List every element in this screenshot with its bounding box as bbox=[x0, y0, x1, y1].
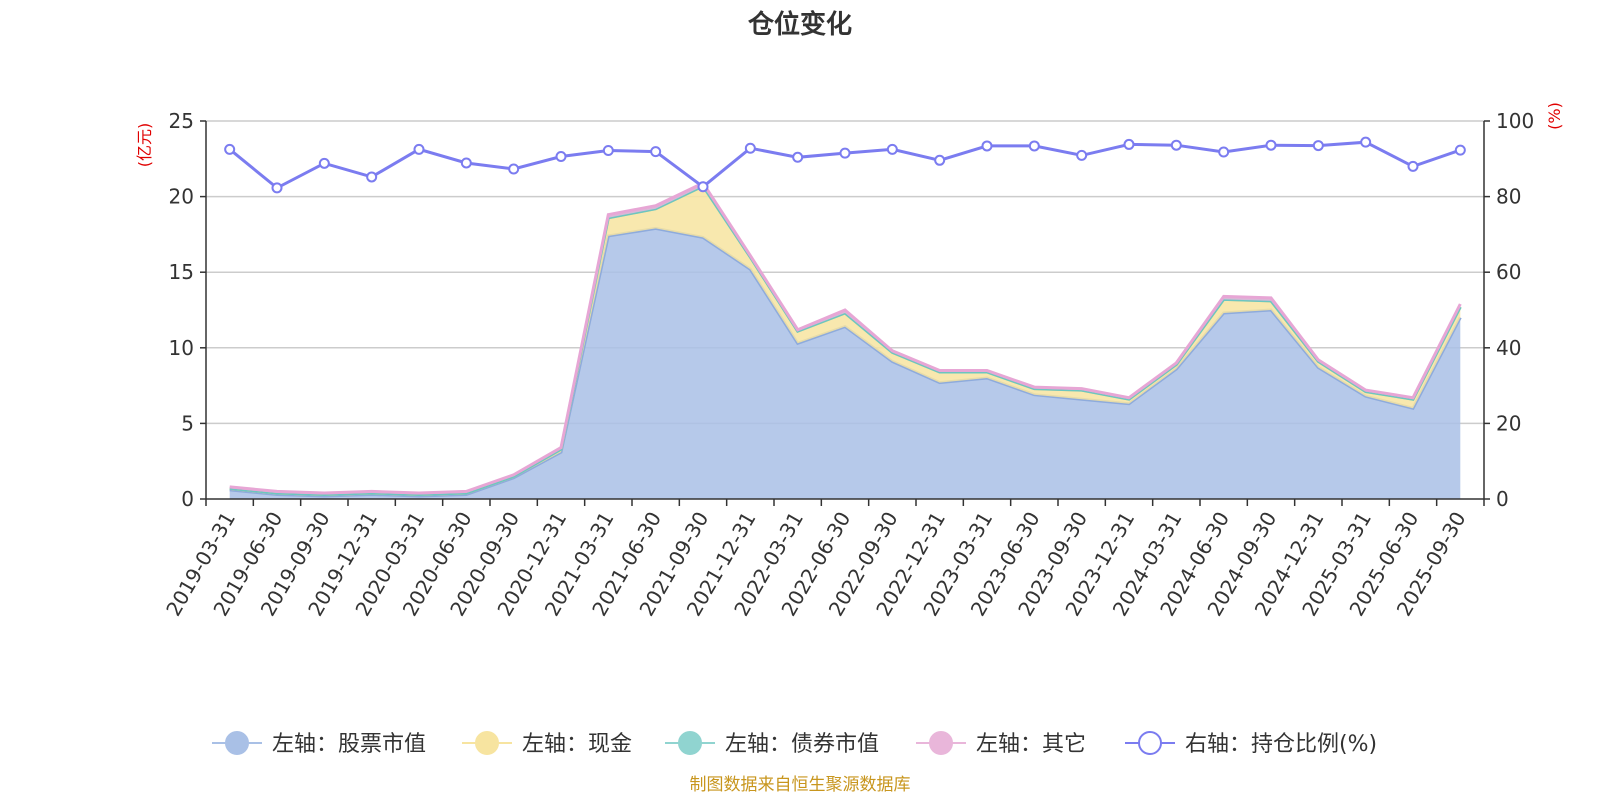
ratio-point bbox=[1170, 139, 1182, 151]
right-tick-label: 60 bbox=[1496, 260, 1521, 284]
legend-label: 右轴：持仓比例(%) bbox=[1185, 732, 1377, 757]
ratio-point bbox=[1076, 149, 1088, 161]
legend-label: 左轴：股票市值 bbox=[272, 732, 426, 757]
ratio-point bbox=[1407, 160, 1419, 172]
right-tick-label: 100 bbox=[1496, 109, 1534, 133]
x-axis-ticks: 2019-03-312019-06-302019-09-302019-12-31… bbox=[161, 499, 1485, 620]
axes bbox=[205, 121, 1485, 500]
legend-marker bbox=[1138, 731, 1162, 755]
ratio-point bbox=[650, 146, 662, 158]
ratio-point bbox=[1123, 138, 1135, 150]
source-note: 制图数据来自恒生聚源数据库 bbox=[690, 775, 911, 795]
legend-label: 左轴：债券市值 bbox=[725, 732, 879, 757]
right-axis-ticks: 0 20 40 60 80 100 bbox=[1484, 109, 1534, 511]
ratio-point bbox=[318, 157, 330, 169]
ratio-point bbox=[460, 157, 472, 169]
left-tick-label: 15 bbox=[169, 260, 194, 284]
left-axis-ticks: 0 5 10 15 20 25 bbox=[169, 109, 206, 511]
ratio-point bbox=[697, 181, 709, 193]
ratio-point bbox=[366, 171, 378, 183]
ratio-point bbox=[602, 144, 614, 156]
ratio-point bbox=[508, 163, 520, 175]
right-tick-label: 80 bbox=[1496, 185, 1521, 209]
right-tick-label: 20 bbox=[1496, 411, 1521, 435]
left-tick-label: 20 bbox=[169, 185, 194, 209]
ratio-point bbox=[792, 151, 804, 163]
area-line-4 bbox=[229, 181, 1462, 495]
ratio-point bbox=[1360, 136, 1372, 148]
ratio-point bbox=[555, 151, 567, 163]
ratio-point bbox=[981, 140, 993, 152]
ratio-point bbox=[1312, 140, 1324, 152]
ratio-point bbox=[1218, 146, 1230, 158]
left-tick-label: 5 bbox=[181, 411, 194, 435]
ratio-point bbox=[839, 147, 851, 159]
legend-label: 左轴：现金 bbox=[522, 732, 632, 757]
ratio-point bbox=[744, 142, 756, 154]
left-tick-label: 10 bbox=[169, 336, 194, 360]
ratio-point bbox=[1454, 144, 1466, 156]
right-tick-label: 0 bbox=[1496, 487, 1509, 511]
ratio-point bbox=[271, 182, 283, 194]
legend-label: 左轴：其它 bbox=[976, 732, 1086, 757]
legend-marker bbox=[678, 731, 702, 755]
legend-marker bbox=[225, 731, 249, 755]
left-tick-label: 0 bbox=[181, 487, 194, 511]
legend: 左轴：股票市值 左轴：现金 左轴：债券市值 左轴：其它 右轴：持仓比例(%) bbox=[212, 731, 1377, 757]
legend-marker bbox=[475, 731, 499, 755]
left-tick-label: 25 bbox=[169, 109, 194, 133]
ratio-point bbox=[1265, 139, 1277, 151]
chart-title: 仓位变化 bbox=[747, 9, 852, 40]
ratio-point bbox=[886, 143, 898, 155]
legend-marker bbox=[929, 731, 953, 755]
right-axis-unit: (%) bbox=[1545, 102, 1564, 130]
stacked-areas bbox=[229, 181, 1462, 499]
ratio-point bbox=[224, 143, 236, 155]
ratio-point bbox=[413, 143, 425, 155]
ratio-point bbox=[934, 154, 946, 166]
area-1 bbox=[229, 228, 1461, 499]
left-axis-unit: (亿元) bbox=[135, 123, 154, 168]
ratio-point bbox=[1028, 140, 1040, 152]
holding-ratio-line bbox=[224, 136, 1466, 194]
right-tick-label: 40 bbox=[1496, 336, 1521, 360]
